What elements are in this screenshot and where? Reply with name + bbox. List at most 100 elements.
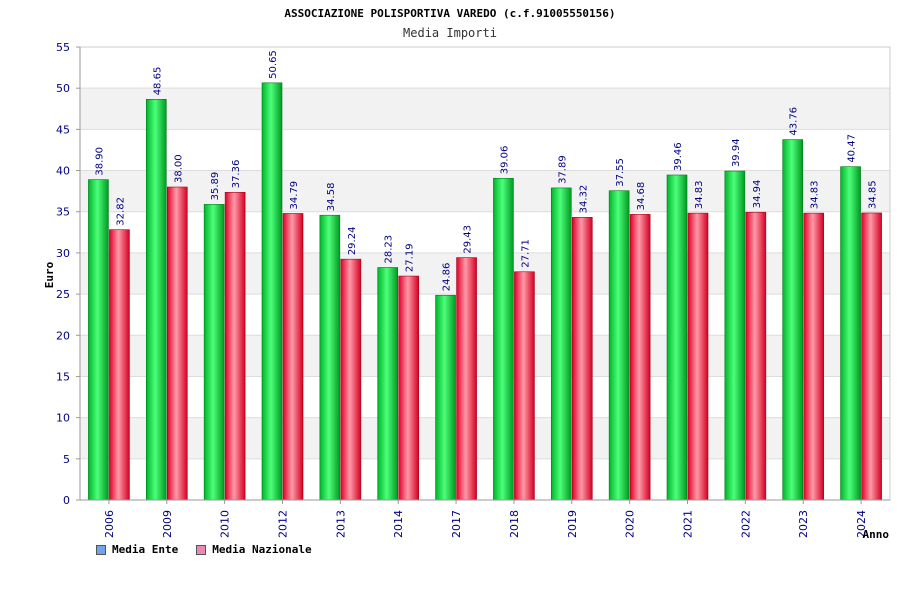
bar-media-nazionale [456, 257, 477, 501]
bar-media-nazionale [629, 214, 651, 501]
bar-value-label: 34.79 [289, 181, 300, 210]
bar-media-ente [261, 82, 283, 501]
x-tick-label: 2006 [103, 510, 116, 538]
x-tick-label: 2023 [797, 510, 810, 538]
x-tick-label: 2009 [161, 510, 174, 538]
bar-value-label: 34.83 [694, 180, 705, 209]
bar-value-label: 38.90 [94, 147, 105, 176]
plot-band [80, 417, 890, 459]
legend: Media Ente Media Nazionale [96, 543, 312, 556]
bar-media-nazionale [803, 212, 825, 501]
bar-media-nazionale [224, 191, 246, 501]
bar-value-label: 34.94 [752, 180, 763, 209]
bar-media-nazionale [861, 212, 882, 501]
bar-media-nazionale [398, 275, 420, 501]
plot-band [80, 294, 890, 336]
legend-item-nazionale: Media Nazionale [196, 543, 312, 556]
x-tick-label: 2010 [219, 510, 232, 538]
x-tick-label: 2020 [624, 510, 637, 538]
bar-media-ente [435, 294, 456, 501]
y-tick-label: 15 [56, 370, 70, 383]
bar-value-label: 27.71 [520, 239, 531, 268]
bar-value-label: 50.65 [268, 50, 279, 79]
y-tick-label: 5 [63, 453, 70, 466]
bar-value-label: 28.23 [384, 235, 395, 264]
legend-swatch-nazionale [196, 544, 207, 555]
plot-band [80, 252, 890, 295]
bar-value-label: 27.19 [405, 243, 416, 272]
x-tick-label: 2024 [855, 510, 868, 538]
bar-value-label: 39.94 [731, 138, 742, 167]
bar-value-label: 43.76 [789, 107, 800, 136]
x-tick-label: 2013 [334, 510, 347, 538]
bar-media-nazionale [340, 258, 362, 501]
bar-media-ente [782, 139, 804, 501]
bar-value-label: 24.86 [442, 263, 453, 292]
y-tick-label: 45 [56, 123, 70, 136]
bar-media-ente [493, 177, 514, 501]
bar-media-nazionale [166, 186, 188, 501]
bar-value-label: 37.36 [231, 160, 242, 189]
bar-media-ente [88, 179, 109, 501]
y-tick-label: 50 [56, 82, 70, 95]
plot-band [80, 88, 890, 130]
x-tick-label: 2012 [277, 510, 290, 538]
y-axis-label: Euro [43, 261, 56, 288]
bar-media-ente [840, 166, 861, 501]
bar-media-nazionale [571, 217, 593, 501]
legend-item-ente: Media Ente [96, 543, 178, 556]
bar-value-label: 35.89 [210, 172, 221, 201]
bar-value-label: 48.65 [152, 67, 163, 96]
x-tick-label: 2014 [392, 510, 405, 538]
y-tick-label: 0 [63, 494, 70, 507]
bar-media-ente [608, 190, 630, 501]
x-tick-label: 2018 [508, 510, 521, 538]
y-tick-label: 20 [56, 329, 70, 342]
bar-media-ente [724, 170, 746, 501]
bar-value-label: 40.47 [847, 134, 858, 163]
plot-band [80, 376, 890, 418]
bar-value-label: 39.46 [673, 142, 684, 171]
y-tick-label: 35 [56, 206, 70, 219]
bar-value-label: 37.55 [615, 158, 626, 187]
y-tick-label: 30 [56, 247, 70, 260]
y-tick-label: 25 [56, 288, 70, 301]
bar-value-label: 37.89 [557, 155, 568, 184]
bar-value-label: 29.24 [347, 227, 358, 256]
bar-value-label: 34.68 [636, 182, 647, 211]
bar-value-label: 32.82 [115, 197, 126, 226]
bar-media-nazionale [109, 229, 130, 501]
bar-value-label: 34.83 [810, 180, 821, 209]
plot-band [80, 47, 890, 89]
bar-media-ente [145, 99, 167, 501]
bar-value-label: 34.85 [868, 180, 879, 209]
bar-media-nazionale [514, 271, 535, 501]
y-tick-label: 55 [56, 41, 70, 54]
x-tick-label: 2019 [566, 510, 579, 538]
x-tick-label: 2017 [450, 510, 463, 538]
y-tick-label: 40 [56, 165, 70, 178]
bar-media-nazionale [282, 213, 304, 501]
plot-band [80, 170, 890, 212]
bar-media-ente [666, 174, 688, 501]
bar-media-ente [319, 214, 341, 501]
plot-band [80, 129, 890, 171]
chart-title: ASSOCIAZIONE POLISPORTIVA VAREDO (c.f.91… [284, 7, 615, 20]
bar-media-nazionale [687, 212, 709, 501]
plot-band [80, 211, 890, 253]
bar-media-ente [377, 267, 399, 501]
x-tick-label: 2022 [739, 510, 752, 538]
chart-subtitle: Media Importi [403, 26, 497, 40]
legend-label-nazionale: Media Nazionale [212, 543, 312, 556]
x-tick-label: 2021 [682, 510, 695, 538]
legend-swatch-ente [96, 544, 106, 555]
x-axis-label: Anno [863, 528, 890, 541]
plot-band [80, 458, 890, 500]
legend-label-ente: Media Ente [112, 543, 179, 556]
bar-value-label: 39.06 [499, 146, 510, 175]
bar-value-label: 29.43 [463, 225, 474, 254]
bar-value-label: 38.00 [173, 154, 184, 183]
plot-band [80, 335, 890, 377]
bar-media-ente [203, 204, 225, 501]
